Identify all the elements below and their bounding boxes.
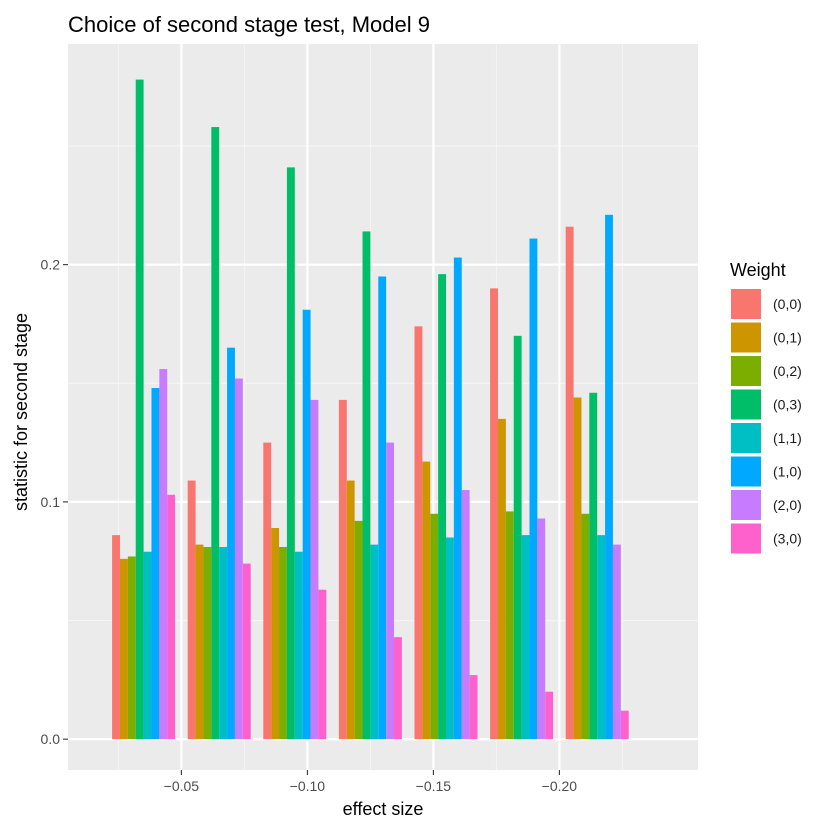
bar-0-1 — [422, 461, 431, 740]
bar-0-1 — [271, 528, 280, 740]
legend-label: (1,1) — [773, 430, 802, 446]
legend-label: (0,2) — [773, 363, 802, 379]
bar-1-1 — [521, 535, 530, 740]
legend-key-0 — [731, 289, 761, 319]
bar-0-1 — [195, 544, 204, 740]
legend-key-1 — [731, 322, 761, 353]
bar-1-1 — [597, 535, 606, 740]
bar-0-3 — [438, 274, 446, 740]
bar-1-0 — [529, 238, 538, 740]
bar-3-0 — [242, 563, 251, 740]
y-tick-label: 0.2 — [41, 257, 61, 273]
legend-title: Weight — [730, 260, 786, 280]
bar-1-1 — [219, 546, 228, 740]
bar-0-2 — [430, 513, 439, 740]
bar-0-0 — [187, 480, 196, 740]
legend-label: (2,0) — [773, 497, 802, 513]
legend-key-5 — [731, 456, 761, 487]
bar-1-0 — [302, 309, 311, 740]
bar-3-0 — [469, 675, 478, 740]
bar-0-3 — [211, 127, 220, 740]
legend-label: (3,0) — [773, 531, 802, 547]
bar-0-2 — [127, 556, 136, 740]
bar-0-3 — [589, 392, 598, 740]
bar-0-0 — [414, 326, 423, 740]
y-tick-label: 0.1 — [41, 494, 61, 510]
bar-0-3 — [286, 167, 295, 740]
bar-1-1 — [370, 544, 379, 740]
bar-0-0 — [490, 288, 498, 740]
bar-0-2 — [354, 520, 363, 740]
bar-1-0 — [453, 257, 462, 740]
bar-0-2 — [203, 546, 212, 740]
bar-0-1 — [119, 558, 128, 740]
legend-key-3 — [731, 389, 761, 420]
x-tick-label: −0.10 — [290, 778, 326, 794]
bar-1-0 — [605, 214, 613, 740]
bar-3-0 — [620, 710, 629, 740]
axes: −0.05 −0.10 −0.15 −0.20 0.0 0.1 0.2 — [41, 257, 578, 794]
bar-0-3 — [135, 79, 144, 740]
bar-2-0 — [386, 442, 395, 740]
bar-3-0 — [545, 691, 554, 740]
bar-0-2 — [505, 511, 514, 740]
legend-label: (0,3) — [773, 397, 802, 413]
bar-0-3 — [513, 335, 522, 740]
bar-3-0 — [318, 589, 327, 740]
legend-key-2 — [731, 356, 761, 386]
chart-title: Choice of second stage test, Model 9 — [68, 12, 430, 37]
bar-1-0 — [227, 347, 235, 740]
bar-0-1 — [573, 397, 582, 740]
bar-1-0 — [378, 276, 387, 740]
bar-0-2 — [279, 546, 287, 740]
y-axis-title: statistic for second stage — [11, 313, 31, 511]
x-tick-label: −0.20 — [542, 778, 578, 794]
bar-2-0 — [461, 490, 470, 740]
bar-2-0 — [234, 378, 243, 740]
bar-2-0 — [612, 544, 621, 740]
legend: Weight (0,0) (0,1) (0,2) (0,3) (1,1) (1,0) (2,… — [730, 260, 802, 554]
x-tick-label: −0.15 — [416, 778, 452, 794]
bar-0-3 — [362, 231, 371, 740]
bar-3-0 — [167, 494, 176, 740]
legend-label: (0,1) — [773, 330, 802, 346]
legend-key-6 — [731, 490, 761, 520]
legend-key-7 — [731, 523, 761, 554]
bar-0-0 — [112, 535, 120, 740]
legend-key-4 — [731, 423, 761, 453]
bar-3-0 — [394, 637, 402, 740]
bar-2-0 — [310, 399, 319, 740]
bar-1-1 — [143, 551, 152, 740]
bar-2-0 — [159, 369, 168, 740]
bar-2-0 — [537, 518, 546, 740]
y-tick-label: 0.0 — [41, 731, 61, 747]
bar-1-0 — [151, 388, 160, 740]
bar-0-2 — [581, 513, 590, 740]
legend-label: (1,0) — [773, 464, 802, 480]
legend-label: (0,0) — [773, 296, 802, 312]
bar-1-1 — [294, 551, 303, 740]
bar-0-1 — [497, 418, 506, 740]
bar-0-0 — [263, 442, 272, 740]
bar-1-1 — [446, 537, 454, 740]
bar-0-0 — [565, 226, 574, 740]
x-tick-label: −0.05 — [164, 778, 200, 794]
bars — [112, 79, 629, 740]
bar-0-1 — [346, 480, 355, 740]
bar-0-0 — [338, 399, 347, 740]
x-axis-title: effect size — [343, 799, 424, 819]
